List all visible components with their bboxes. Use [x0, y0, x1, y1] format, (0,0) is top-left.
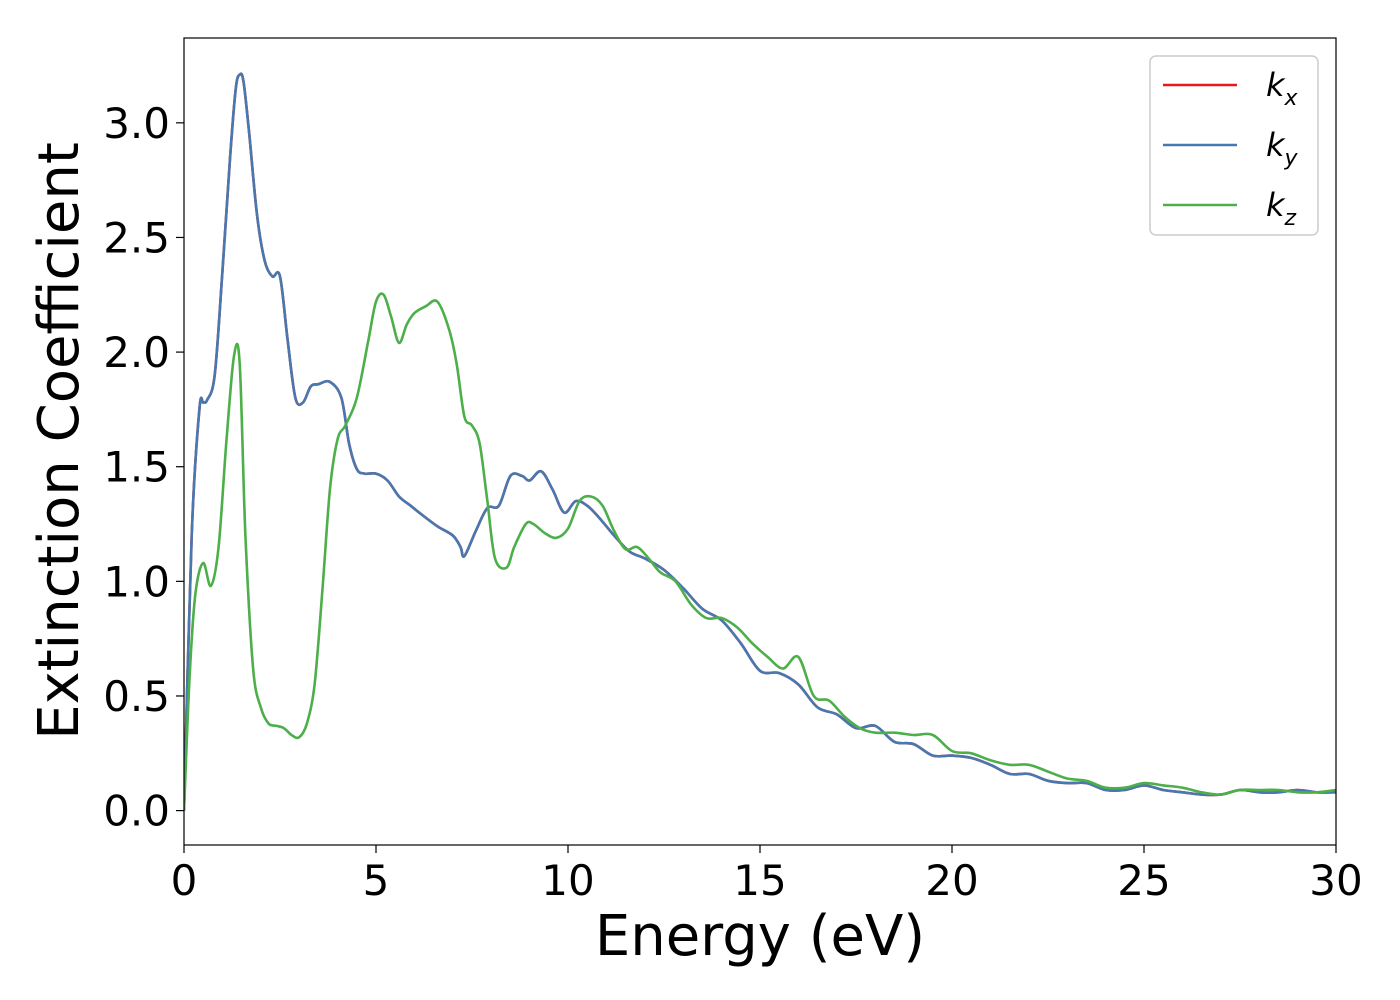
x-tick-label: 5 [363, 856, 390, 905]
y-axis-label: Extinction Coefficient [27, 142, 92, 740]
series-line-ky [184, 72, 1336, 811]
legend-label-ky: ky [1266, 126, 1299, 171]
x-tick-label: 15 [733, 856, 786, 905]
x-tick-label: 10 [541, 856, 594, 905]
legend-label-kx: kx [1266, 66, 1299, 111]
x-tick-label: 25 [1117, 856, 1170, 905]
plot-background [184, 38, 1336, 845]
series-layer [184, 72, 1336, 811]
series-line-kz [184, 292, 1336, 811]
x-tick-label: 20 [925, 856, 978, 905]
y-tick-label: 1.5 [103, 443, 170, 492]
x-axis-label: Energy (eV) [595, 904, 925, 969]
y-tick-label: 1.0 [103, 557, 170, 606]
x-tick-label: 30 [1309, 856, 1362, 905]
y-tick-label: 0.0 [103, 787, 170, 836]
x-axis: 0 5 10 15 20 25 30 [171, 845, 1363, 905]
x-tick-label: 0 [171, 856, 198, 905]
legend: kx ky kz [1149, 55, 1319, 236]
legend-label-kz: kz [1266, 186, 1297, 231]
y-tick-label: 3.0 [103, 99, 170, 148]
y-axis: 0.0 0.5 1.0 1.5 2.0 2.5 3.0 [103, 99, 184, 836]
y-tick-label: 0.5 [103, 672, 170, 721]
y-tick-label: 2.5 [103, 213, 170, 262]
y-tick-label: 2.0 [103, 328, 170, 377]
